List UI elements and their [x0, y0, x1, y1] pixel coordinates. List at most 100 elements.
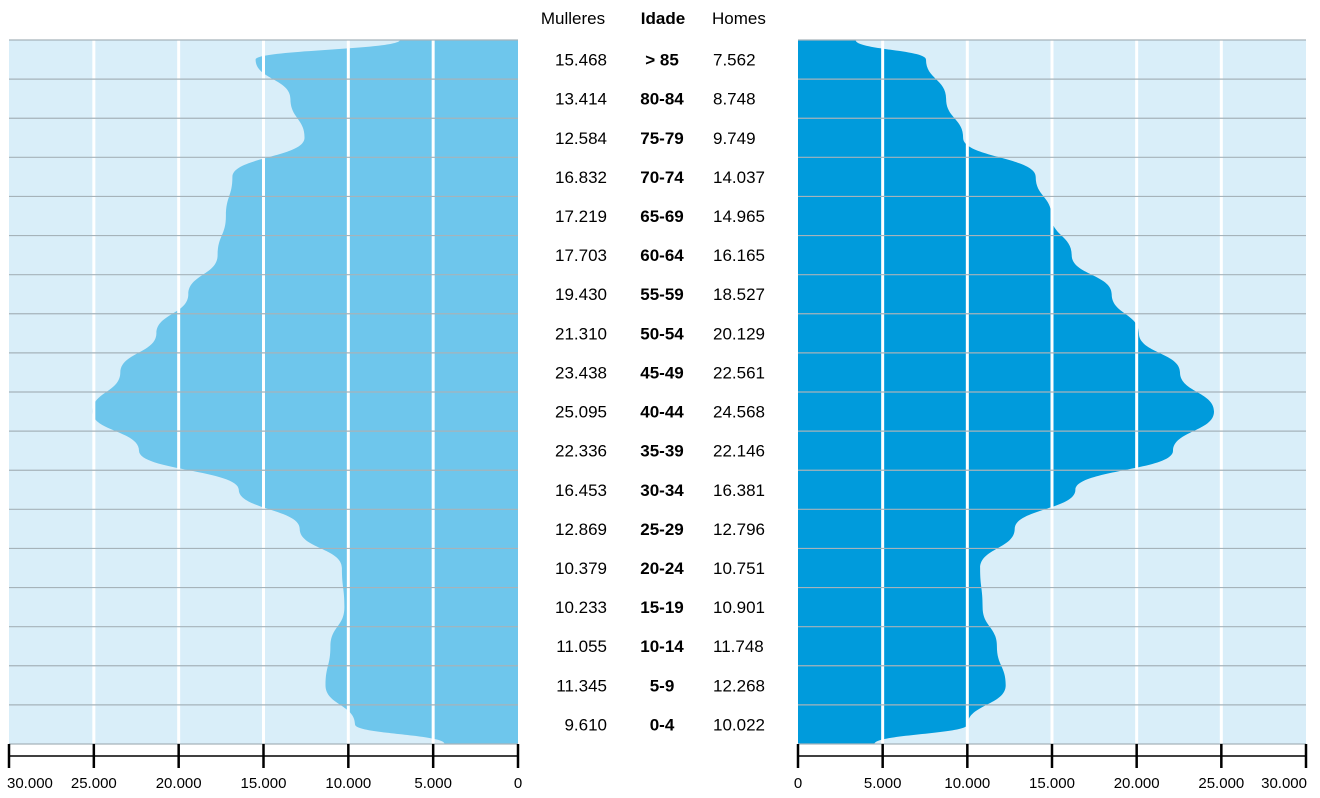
age-group-label: 55-59: [640, 285, 683, 304]
homes-bar: [798, 118, 963, 157]
homes-value-label: 11.748: [713, 637, 764, 656]
mulleres-value-label: 9.610: [564, 715, 607, 734]
mulleres-value-label: 11.055: [556, 637, 607, 656]
mulleres-value-label: 11.345: [556, 676, 607, 695]
homes-bar: [798, 275, 1112, 314]
homes-bar: [798, 431, 1173, 470]
left-tick-label: 5.000: [414, 775, 452, 792]
mulleres-bar: [92, 392, 518, 431]
homes-bar: [798, 588, 983, 627]
homes-bar: [798, 79, 946, 118]
mulleres-value-label: 12.869: [555, 520, 607, 539]
homes-value-label: 9.749: [713, 129, 756, 148]
age-group-label: 25-29: [640, 520, 683, 539]
right-tick-label: 10.000: [944, 775, 990, 792]
left-tick-label: 25.000: [71, 775, 117, 792]
homes-value-label: 12.796: [713, 520, 765, 539]
mulleres-value-label: 10.379: [555, 559, 607, 578]
mulleres-value-label: 15.468: [555, 51, 607, 70]
header-mulleres: Mulleres: [541, 9, 605, 28]
homes-value-label: 24.568: [713, 403, 765, 422]
mulleres-value-label: 21.310: [555, 324, 607, 343]
homes-bar: [798, 236, 1072, 275]
right-tick-label: 15.000: [1029, 775, 1075, 792]
homes-bar: [798, 40, 926, 79]
row-labels: 15.468 > 85 7.562 13.414 80-84 8.748 12.584 75-…: [555, 51, 765, 735]
age-group-label: 5-9: [650, 676, 675, 695]
homes-value-label: 14.965: [713, 207, 765, 226]
mulleres-bar: [326, 666, 518, 705]
header-homes: Homes: [712, 9, 766, 28]
x-axes: 0 0 5.000 5.000 10.000 10.000 15.000 15.000 20.0…: [7, 744, 1308, 792]
mulleres-bar: [330, 627, 518, 666]
homes-bar: [798, 157, 1036, 196]
homes-value-label: 18.527: [713, 285, 765, 304]
mulleres-bar: [156, 314, 518, 353]
homes-bar: [798, 666, 1006, 705]
mulleres-value-label: 23.438: [555, 363, 607, 382]
mulleres-value-label: 17.219: [555, 207, 607, 226]
age-group-label: 80-84: [640, 90, 684, 109]
homes-value-label: 10.901: [713, 598, 765, 617]
right-tick-label: 5.000: [864, 775, 902, 792]
age-group-label: > 85: [645, 51, 679, 70]
homes-value-label: 22.561: [713, 363, 765, 382]
homes-value-label: 8.748: [713, 90, 756, 109]
age-group-label: 20-24: [640, 559, 684, 578]
age-group-label: 10-14: [640, 637, 684, 656]
header-idade: Idade: [641, 9, 685, 28]
mulleres-bar: [239, 470, 518, 509]
mulleres-bar: [344, 588, 518, 627]
homes-bar: [798, 196, 1051, 235]
grid-lines: [9, 39, 1306, 745]
mulleres-bar: [256, 40, 518, 79]
right-tick-label: 25.000: [1198, 775, 1244, 792]
left-tick-label: 30.000: [7, 775, 53, 792]
mulleres-value-label: 25.095: [555, 403, 607, 422]
age-group-label: 35-39: [640, 442, 683, 461]
mulleres-value-label: 19.430: [555, 285, 607, 304]
age-group-label: 50-54: [640, 324, 684, 343]
homes-value-label: 14.037: [713, 168, 765, 187]
right-tick-label: 0: [794, 775, 802, 792]
left-tick-label: 10.000: [325, 775, 371, 792]
homes-value-label: 12.268: [713, 676, 765, 695]
age-group-label: 15-19: [640, 598, 683, 617]
age-group-label: 30-34: [640, 481, 684, 500]
mulleres-bar: [139, 431, 518, 470]
homes-value-label: 16.165: [713, 246, 765, 265]
mulleres-bar: [232, 157, 518, 196]
homes-value-label: 10.751: [713, 559, 765, 578]
age-group-label: 75-79: [640, 129, 683, 148]
mulleres-value-label: 22.336: [555, 442, 607, 461]
left-tick-label: 15.000: [241, 775, 287, 792]
right-tick-label: 20.000: [1114, 775, 1160, 792]
mulleres-bar: [290, 79, 518, 118]
left-tick-label: 0: [514, 775, 522, 792]
mulleres-value-label: 10.233: [555, 598, 607, 617]
homes-bar: [798, 509, 1015, 548]
homes-value-label: 22.146: [713, 442, 765, 461]
mulleres-value-label: 16.453: [555, 481, 607, 500]
age-group-label: 70-74: [640, 168, 684, 187]
left-tick-label: 20.000: [156, 775, 202, 792]
homes-bar: [798, 392, 1214, 431]
homes-value-label: 20.129: [713, 324, 765, 343]
homes-bar: [798, 353, 1180, 392]
age-group-label: 40-44: [640, 403, 684, 422]
mulleres-bar: [304, 118, 518, 157]
mulleres-value-label: 13.414: [555, 90, 607, 109]
homes-bar: [798, 548, 980, 587]
mulleres-bar: [355, 705, 518, 744]
right-tick-label: 30.000: [1261, 775, 1307, 792]
age-group-label: 45-49: [640, 363, 683, 382]
homes-bar: [798, 470, 1075, 509]
mulleres-bar: [188, 275, 518, 314]
age-group-label: 65-69: [640, 207, 683, 226]
mulleres-value-label: 16.832: [555, 168, 607, 187]
age-group-label: 60-64: [640, 246, 684, 265]
mulleres-bar: [300, 509, 518, 548]
homes-value-label: 10.022: [713, 715, 765, 734]
homes-value-label: 7.562: [713, 51, 756, 70]
